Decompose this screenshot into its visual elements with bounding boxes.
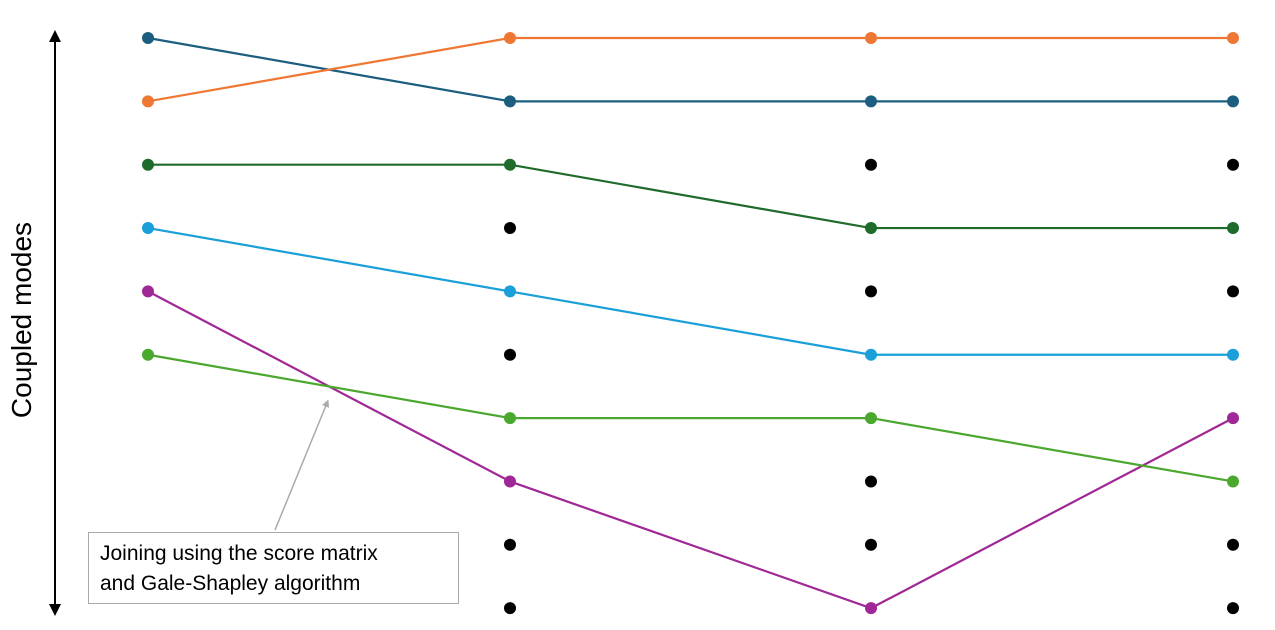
annotation-pointer-arrow (274, 399, 330, 531)
mode-point (865, 412, 877, 425)
annotation-box: Joining using the score matrix and Gale-… (88, 532, 459, 604)
mode-point (504, 32, 516, 44)
mode-point (865, 95, 877, 108)
mode-point (504, 95, 516, 108)
axis-label: Coupled modes (6, 221, 37, 419)
unmatched-mode-point (1227, 602, 1239, 615)
mode-path-4 (147, 226, 1233, 356)
mode-point (1227, 412, 1239, 425)
mode-point (1227, 95, 1239, 108)
mode-path-1 (147, 36, 1233, 103)
mode-point (142, 348, 154, 361)
mode-path-2 (147, 36, 1233, 103)
mode-point (504, 475, 516, 488)
unmatched-mode-point (504, 602, 516, 615)
annotation-line-2: and Gale-Shapley algorithm (100, 572, 361, 595)
mode-path-3 (148, 163, 1233, 230)
mode-point (142, 222, 154, 235)
mode-point (865, 222, 877, 235)
unmatched-mode-point (1227, 285, 1239, 298)
mode-path-6 (147, 353, 1234, 483)
mode-point (1227, 475, 1239, 488)
mode-point (1227, 32, 1239, 44)
mode-point (142, 158, 154, 171)
mode-point (142, 95, 154, 108)
mode-point (865, 602, 877, 615)
unmatched-mode-point (865, 475, 877, 488)
unmatched-mode-point (1227, 158, 1239, 171)
mode-point (1227, 222, 1239, 235)
mode-point (865, 348, 877, 361)
unmatched-mode-point (1227, 538, 1239, 551)
mode-point (1227, 348, 1239, 361)
mode-point (142, 285, 154, 298)
unmatched-mode-point (504, 348, 516, 361)
mode-point (142, 32, 154, 44)
unmatched-mode-point (865, 285, 877, 298)
mode-point (504, 158, 516, 171)
unmatched-mode-point (865, 158, 877, 171)
mode-point (504, 285, 516, 298)
annotation-line-1: Joining using the score matrix (100, 542, 378, 565)
unmatched-mode-point (504, 538, 516, 551)
unmatched-mode-point (865, 538, 877, 551)
mode-point (865, 32, 877, 44)
unmatched-mode-point (504, 222, 516, 235)
mode-point (504, 412, 516, 425)
